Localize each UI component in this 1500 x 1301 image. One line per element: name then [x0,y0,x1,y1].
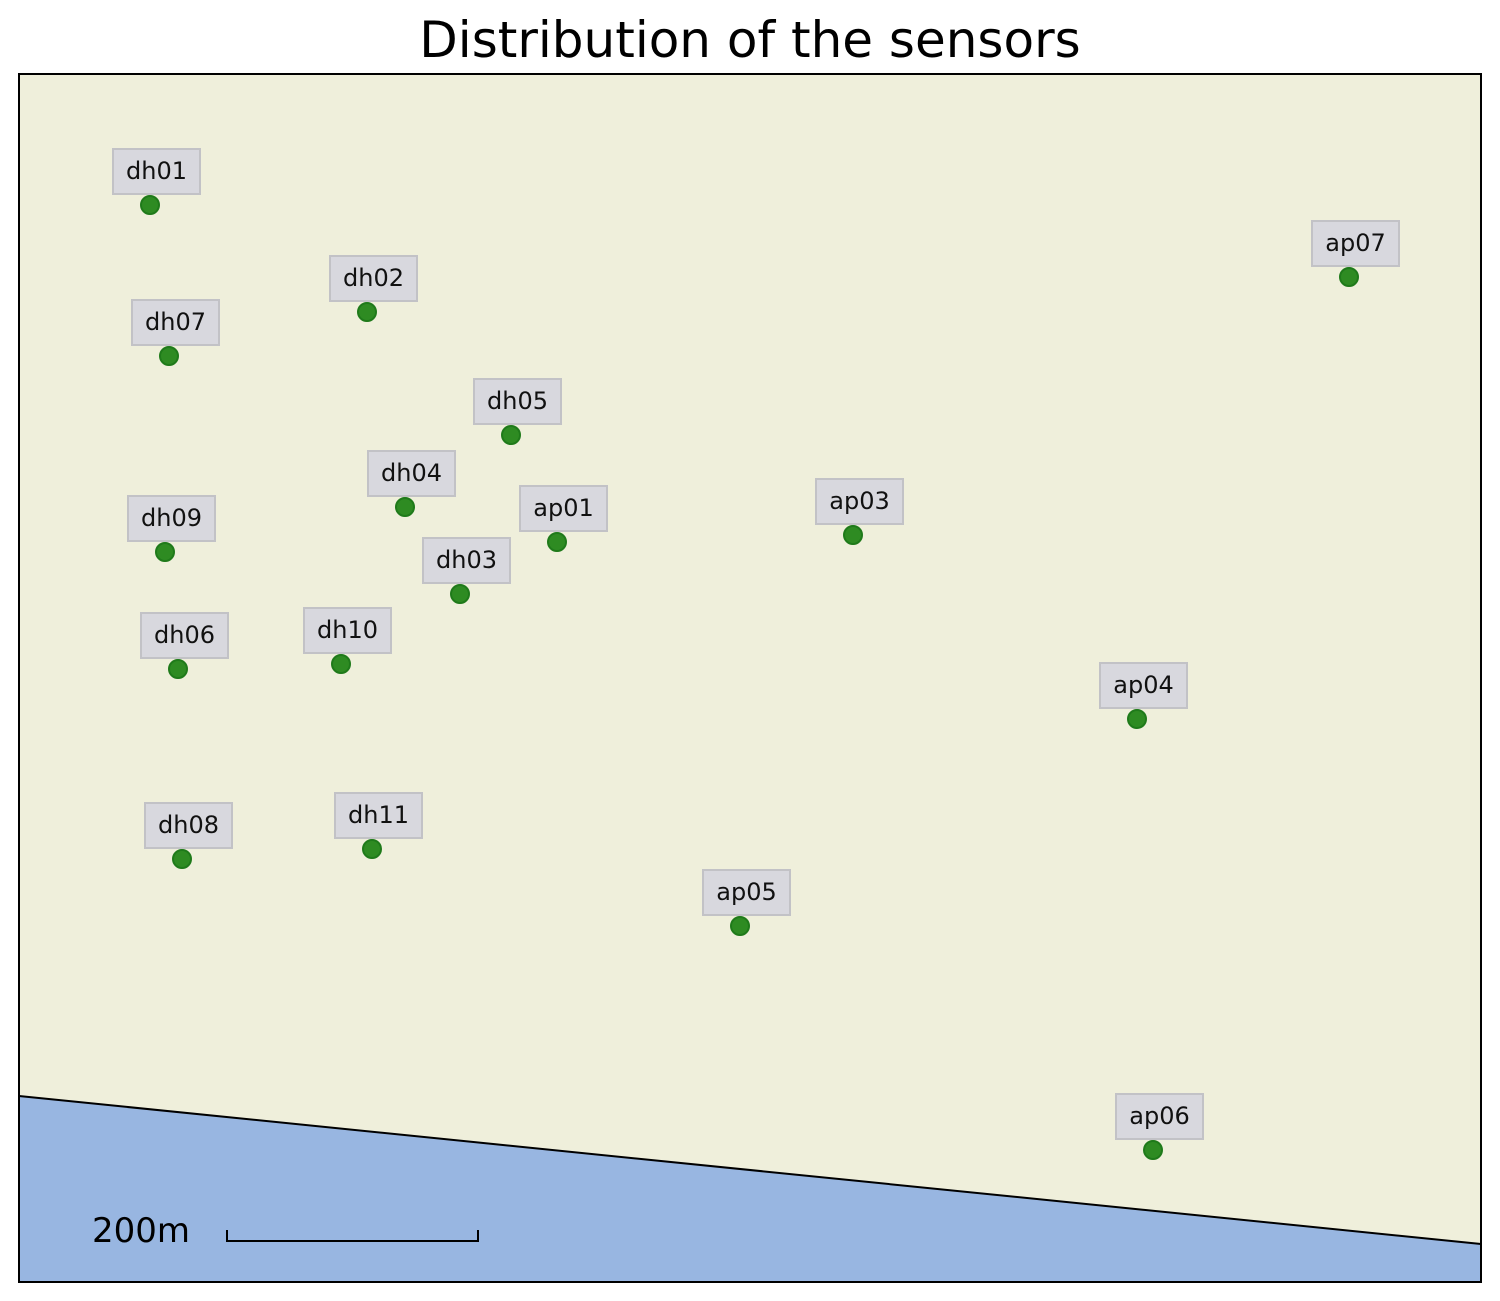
sensor-marker [331,654,351,674]
sensor-label-box [140,612,229,659]
sensor-dh10: dh10 [303,607,392,674]
sensor-dh02: dh02 [329,255,418,322]
sensor-label-box [519,485,608,532]
sensor-label-box [334,792,423,839]
sensor-label-box [144,802,233,849]
sensor-label: dh04 [381,459,442,487]
scale-bar-label: 200m [92,1211,190,1251]
sensor-dh11: dh11 [334,792,423,859]
sensor-label-box [702,869,791,916]
sensor-marker [140,195,160,215]
sensor-label: dh08 [158,811,219,839]
sensor-label: ap05 [716,878,776,906]
sensor-label-box [422,537,511,584]
map-frame [18,73,1482,1283]
sensor-dh01: dh01 [112,148,201,215]
sensor-dh05: dh05 [473,378,562,445]
sensor-dh04: dh04 [367,450,456,517]
sensor-label: ap07 [1325,229,1385,257]
sensor-label: dh10 [317,616,378,644]
sensor-label: dh02 [343,264,404,292]
sensor-label-box [112,148,201,195]
map-title: Distribution of the sensors [419,11,1081,69]
scale-bar-line [226,1230,479,1242]
sensor-label: dh03 [436,546,497,574]
sensor-marker [168,659,188,679]
sensor-label: dh09 [141,504,202,532]
sensor-ap05: ap05 [702,869,791,936]
sensor-label: dh05 [487,387,548,415]
scale-bar: 200m [92,1211,479,1251]
sensor-label-box [329,255,418,302]
land-area [19,74,1481,1282]
sensor-label-box [1099,662,1188,709]
sensor-marker [501,425,521,445]
sensor-ap06: ap06 [1115,1093,1204,1160]
sensor-marker [155,542,175,562]
sensor-marker [843,525,863,545]
sensor-marker [450,584,470,604]
shoreline [18,1095,1482,1245]
sensor-marker [395,497,415,517]
sensor-label-box [1311,220,1400,267]
sensor-marker [357,302,377,322]
sensor-label: ap04 [1113,671,1173,699]
sensor-dh09: dh09 [127,495,216,562]
sensor-dh07: dh07 [131,299,220,366]
sensor-label-box [131,299,220,346]
sensor-marker [1127,709,1147,729]
sensor-marker [1143,1140,1163,1160]
sensor-label: dh01 [126,157,187,185]
water-area [19,1096,1481,1282]
sensor-marker [730,916,750,936]
sensor-marker [1339,267,1359,287]
sensor-label: ap06 [1129,1102,1189,1130]
sensor-dh08: dh08 [144,802,233,869]
sensor-layer: dh01 dh02 dh07 dh05 dh04 ap01 dh09 dh03 ap03 dh06… [112,148,1400,1160]
sensor-label-box [473,378,562,425]
sensor-label: ap01 [533,494,593,522]
sensor-ap01: ap01 [519,485,608,552]
sensor-label: ap03 [829,487,889,515]
sensor-label-box [303,607,392,654]
sensor-label: dh07 [145,308,206,336]
sensor-marker [362,839,382,859]
sensor-marker [159,346,179,366]
sensor-label-box [815,478,904,525]
sensor-dh03: dh03 [422,537,511,604]
sensor-label-box [127,495,216,542]
sensor-ap03: ap03 [815,478,904,545]
sensor-label-box [1115,1093,1204,1140]
sensor-ap04: ap04 [1099,662,1188,729]
sensor-ap07: ap07 [1311,220,1400,287]
sensor-marker [172,849,192,869]
sensor-label: dh11 [348,801,409,829]
sensor-dh06: dh06 [140,612,229,679]
sensor-marker [547,532,567,552]
sensor-label: dh06 [154,621,215,649]
sensor-label-box [367,450,456,497]
